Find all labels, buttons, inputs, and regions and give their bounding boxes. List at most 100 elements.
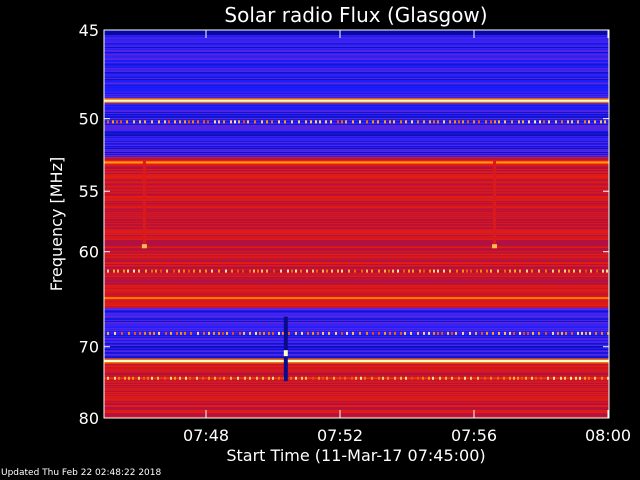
spectrum-row (104, 352, 609, 354)
speckle-dot (185, 376, 187, 380)
spectrum-row (104, 331, 609, 333)
speckle-dot (454, 120, 456, 124)
speckle-dot (127, 269, 129, 273)
spectrum-row (104, 149, 609, 151)
speckle-dot (477, 376, 479, 380)
speckle-dot (397, 269, 399, 273)
spectrum-row (104, 153, 609, 155)
spectrum-row (104, 77, 609, 79)
spectrum-row (104, 167, 609, 169)
spectrum-row (104, 104, 609, 106)
speckle-dot (203, 331, 205, 335)
speckle-dot (511, 120, 513, 124)
speckle-dot (179, 120, 181, 124)
spectrum-row (104, 408, 609, 410)
spectrum-row (104, 398, 609, 400)
spectrum-row (104, 111, 609, 113)
speckle-dot (428, 331, 430, 335)
speckle-dot (326, 269, 328, 273)
speckle-dot (223, 120, 225, 124)
spectrum-row (104, 256, 609, 258)
spectrum-row (104, 252, 609, 254)
speckle-dot (266, 269, 268, 273)
spectrum-row (104, 131, 609, 133)
spectrum-row (104, 216, 609, 218)
spectrum-row (104, 368, 609, 370)
y-tick-label: 80 (79, 409, 99, 428)
speckle-dot (449, 269, 451, 273)
speckle-dot (273, 269, 275, 273)
spectrum-row (104, 54, 609, 56)
y-tick-label: 45 (79, 21, 99, 40)
spectrum-row (104, 271, 609, 273)
speckle-dot (571, 331, 573, 335)
speckle-dot (523, 331, 525, 335)
speckle-dot (404, 331, 406, 335)
spectrum-row (104, 105, 609, 107)
speckle-dot (318, 376, 320, 380)
speckle-dot (439, 376, 441, 380)
speckle-dot (498, 331, 500, 335)
speckle-dot (513, 331, 515, 335)
spectrum-row (104, 312, 609, 314)
spectrum-row (104, 345, 609, 347)
spectrum-row (104, 381, 609, 383)
spectrum-row (104, 88, 609, 90)
speckle-dot (503, 376, 505, 380)
spectrum-row (104, 83, 609, 85)
speckle-dot (147, 376, 149, 380)
speckle-dot (441, 331, 443, 335)
speckle-dot (291, 120, 293, 124)
speckle-dot (534, 120, 536, 124)
speckle-dot (351, 376, 353, 380)
spectrum-row (104, 311, 609, 313)
spectrum-row (104, 94, 609, 96)
speckle-dot (199, 269, 201, 273)
speckle-dot (153, 331, 155, 335)
spectrum-row (104, 404, 609, 406)
spectrum-row (104, 31, 609, 33)
spectrum-row (104, 215, 609, 217)
spectrum-row (104, 250, 609, 252)
spectrum-row (104, 134, 609, 136)
spectrum-row (104, 415, 609, 417)
speckle-dot (378, 269, 380, 273)
speckle-dot (355, 376, 357, 380)
spectrum-row (104, 209, 609, 211)
spectrum-row (104, 246, 609, 248)
spectrum-row (104, 183, 609, 185)
spectrum-row (104, 254, 609, 256)
spectrum-row (104, 59, 609, 61)
speckle-dot (476, 269, 478, 273)
spectrum-row (104, 294, 609, 296)
speckle-dot (604, 120, 606, 124)
speckle-dot (244, 376, 246, 380)
speckle-dot (128, 331, 130, 335)
speckle-dot (107, 376, 109, 380)
speckle-dot (230, 376, 232, 380)
speckle-dot (422, 376, 424, 380)
speckle-dot (249, 376, 251, 380)
spectrum-row (104, 125, 609, 127)
speckle-dot (164, 120, 166, 124)
spectrum-row (104, 305, 609, 307)
spectrum-row (104, 166, 609, 168)
speckle-dot (545, 269, 547, 273)
spectrum-row (104, 392, 609, 394)
spectrum-row (104, 133, 609, 135)
speckle-dot (443, 120, 445, 124)
speckle-dot (547, 376, 549, 380)
speckle-dot (601, 331, 603, 335)
spectrum-row (104, 384, 609, 386)
speckle-dot (174, 376, 176, 380)
speckle-dot (494, 120, 496, 124)
speckle-dot (561, 331, 563, 335)
spectrum-row (104, 52, 609, 54)
speckle-dot (573, 269, 575, 273)
spectrum-row (104, 75, 609, 77)
speckle-dot (345, 120, 347, 124)
spectrum-row (104, 72, 609, 74)
spectrum-row (104, 281, 609, 283)
spectrum-row (104, 63, 609, 65)
speckle-dot (234, 120, 236, 124)
